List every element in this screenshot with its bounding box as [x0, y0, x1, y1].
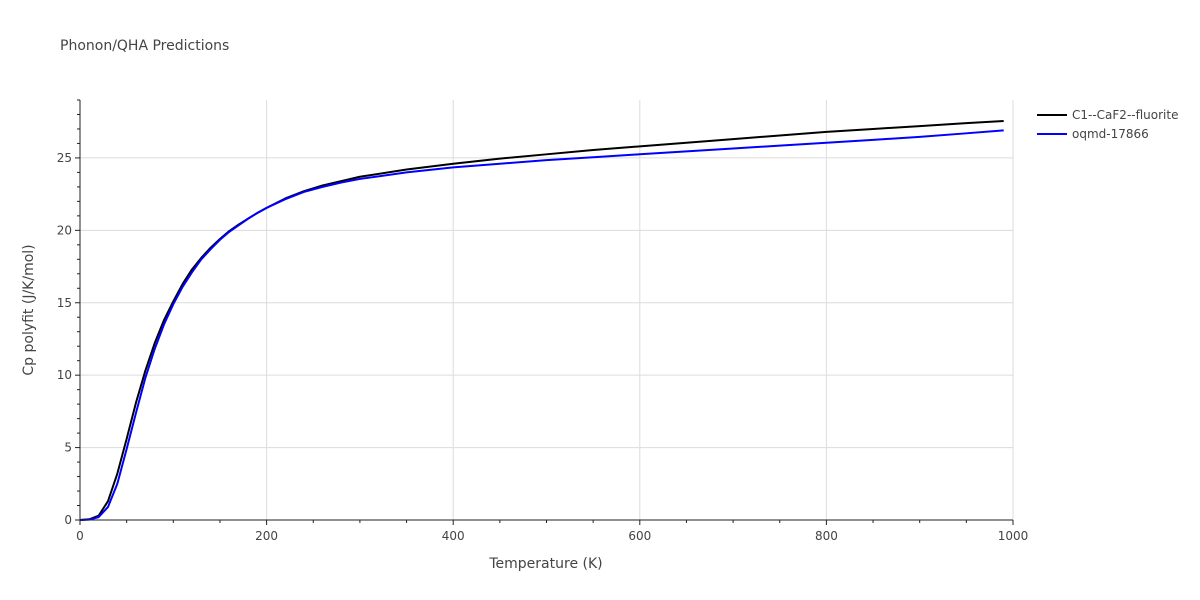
legend: C1--CaF2--fluorite oqmd-17866 — [1037, 108, 1178, 141]
series-line-1 — [79, 129, 1004, 521]
x-tick-label: 600 — [628, 529, 651, 543]
chart-title: Phonon/QHA Predictions — [60, 38, 229, 54]
x-tick-label: 0 — [76, 529, 84, 543]
gridlines — [80, 100, 1014, 520]
x-axis-title: Temperature (K) — [488, 556, 602, 572]
y-tick-label: 20 — [57, 223, 72, 237]
x-tick-labels: 0 200 400 600 800 1000 — [76, 529, 1028, 543]
legend-label-1: oqmd-17866 — [1072, 127, 1149, 141]
y-axis-title: Cp polyfit (J/K/mol) — [21, 244, 37, 375]
x-tick-label: 1000 — [998, 529, 1029, 543]
y-tick-label: 5 — [64, 441, 72, 455]
y-tick-label: 25 — [57, 151, 72, 165]
x-tick-label: 200 — [255, 529, 278, 543]
series-line-0 — [79, 120, 1004, 521]
x-tick-label: 400 — [442, 529, 465, 543]
y-tick-label: 10 — [57, 368, 72, 382]
legend-label-0: C1--CaF2--fluorite — [1072, 108, 1178, 122]
y-tick-label: 15 — [57, 296, 72, 310]
x-tick-label: 800 — [815, 529, 838, 543]
y-tick-label: 0 — [64, 513, 72, 527]
axes — [75, 99, 1014, 525]
series-layer — [79, 120, 1004, 521]
y-tick-labels: 0 5 10 15 20 25 — [57, 151, 72, 527]
